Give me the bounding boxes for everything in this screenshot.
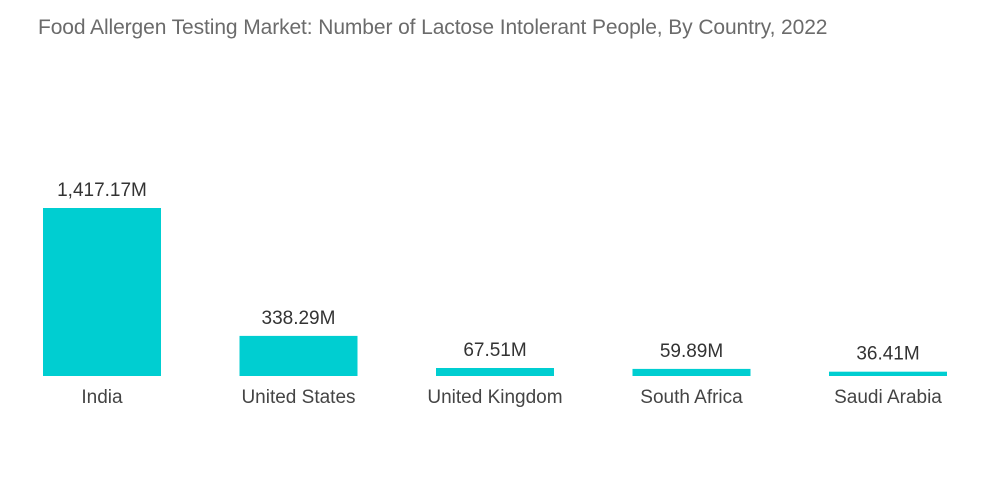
data-label-united-kingdom: 67.51M	[463, 340, 526, 361]
data-label-united-states: 338.29M	[262, 308, 336, 329]
bar-saudi-arabia	[829, 371, 947, 376]
category-label-saudi-arabia: Saudi Arabia	[834, 387, 942, 408]
category-label-united-states: United States	[241, 387, 355, 408]
data-label-saudi-arabia: 36.41M	[856, 344, 919, 365]
bar-south-africa	[632, 368, 751, 376]
data-label-india: 1,417.17M	[57, 180, 147, 201]
chart-title: Food Allergen Testing Market: Number of …	[38, 16, 828, 39]
category-label-south-africa: South Africa	[640, 387, 743, 408]
bars-group	[43, 208, 947, 376]
category-label-united-kingdom: United Kingdom	[427, 387, 562, 408]
data-labels-group: 1,417.17M 338.29M 67.51M 59.89M 36.41M	[57, 180, 920, 365]
bar-india	[43, 208, 161, 376]
category-label-india: India	[81, 387, 123, 408]
data-label-south-africa: 59.89M	[660, 341, 723, 362]
bar-united-kingdom	[436, 367, 554, 376]
bar-united-states	[239, 335, 358, 376]
category-labels-group: India United States United Kingdom South Af…	[81, 387, 942, 408]
